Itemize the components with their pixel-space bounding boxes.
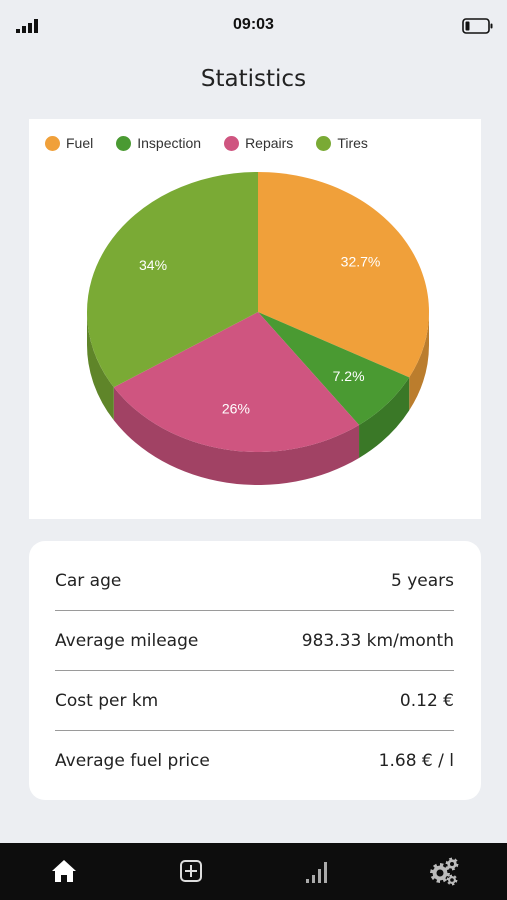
nav-statistics[interactable] (302, 855, 334, 887)
status-time: 09:03 (233, 16, 274, 33)
legend-item-fuel[interactable]: Fuel (45, 135, 93, 151)
stat-value: 983.33 km/month (301, 630, 454, 651)
nav-add[interactable] (175, 855, 207, 887)
pie-label-fuel: 32.7% (341, 253, 381, 269)
stat-value: 1.68 € / l (378, 751, 454, 771)
chart-legend: Fuel Inspection Repairs Tires (45, 135, 368, 151)
pie-side-tires (87, 312, 114, 421)
pie-label-repairs: 26% (222, 400, 250, 416)
pie-label-inspection: 7.2% (333, 368, 365, 384)
stat-value: 5 years (390, 570, 454, 591)
stat-label: Average mileage (55, 630, 199, 651)
legend-label-tires: Tires (337, 135, 368, 151)
stat-value: 0.12 € (399, 690, 454, 711)
statistics-icon (306, 862, 327, 883)
nav-home[interactable] (48, 855, 80, 887)
legend-item-inspection[interactable]: Inspection (116, 135, 201, 151)
legend-item-repairs[interactable]: Repairs (224, 135, 293, 151)
legend-label-inspection: Inspection (137, 135, 202, 151)
pie-side-fuel (409, 312, 429, 411)
pie-slice-inspection[interactable] (258, 312, 410, 425)
bottom-nav (0, 843, 507, 900)
stat-label: Average fuel price (55, 751, 210, 771)
page-title: Statistics (200, 66, 307, 92)
pie-slice-tires[interactable] (87, 172, 259, 388)
chart-card: Fuel Inspection Repairs Tires 32.7% 7.2% 2… (29, 119, 481, 519)
legend-swatch-repairs (224, 135, 240, 151)
legend-swatch-tires (316, 135, 332, 151)
stat-row-car-age: Car age 5 years (55, 551, 454, 611)
pie-slice-fuel[interactable] (258, 172, 429, 378)
stat-label: Cost per km (55, 690, 159, 711)
stats-card: Car age 5 years Average mileage 983.33 k… (29, 541, 481, 800)
status-bar: 09:03 (0, 0, 507, 52)
legend-item-tires[interactable]: Tires (316, 135, 368, 151)
add-icon (180, 860, 202, 882)
battery-icon (462, 18, 493, 34)
signal-icon (16, 19, 38, 33)
legend-label-repairs: Repairs (245, 135, 294, 151)
settings-icon (430, 857, 459, 886)
stat-row-average-mileage: Average mileage 983.33 km/month (55, 611, 454, 671)
stat-row-average-fuel-price: Average fuel price 1.68 € / l (55, 731, 454, 791)
legend-swatch-fuel (45, 135, 60, 151)
stat-row-cost-per-km: Cost per km 0.12 € (55, 671, 454, 731)
legend-swatch-inspection (116, 135, 132, 151)
stat-label: Car age (55, 570, 122, 591)
pie-slice-repairs[interactable] (113, 312, 360, 452)
pie-side-inspection (359, 377, 410, 458)
nav-settings[interactable] (428, 855, 460, 887)
legend-label-fuel: Fuel (66, 135, 94, 151)
pie-chart: 32.7% 7.2% 26% 34% (87, 172, 429, 485)
pie-label-tires: 34% (139, 257, 167, 273)
home-icon (52, 860, 76, 882)
pie-side-repairs (113, 387, 360, 485)
